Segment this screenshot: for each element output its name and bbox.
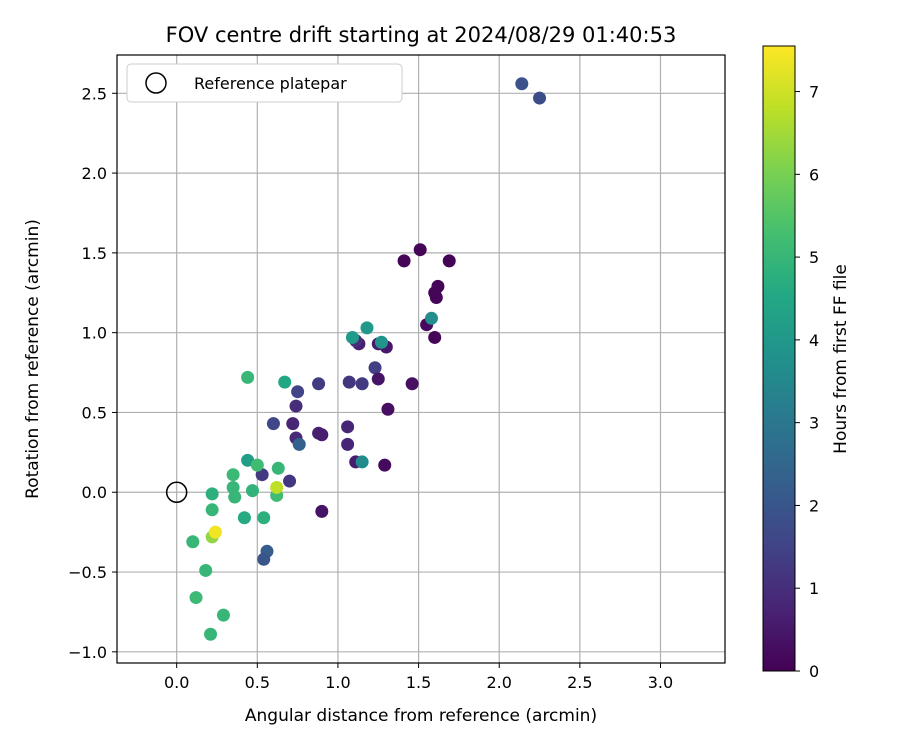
chart-title: FOV centre drift starting at 2024/08/29 …: [166, 23, 677, 47]
legend: Reference platepar: [126, 63, 403, 103]
data-point: [341, 437, 355, 451]
x-tick-label: 1.5: [406, 673, 431, 692]
data-point: [266, 417, 280, 431]
x-tick-label: 3.0: [648, 673, 673, 692]
data-points: [186, 77, 547, 641]
colorbar-tick-label: 2: [809, 496, 819, 515]
data-point: [250, 458, 264, 472]
data-point: [270, 480, 284, 494]
data-point: [216, 608, 230, 622]
data-point: [315, 428, 329, 442]
data-point: [378, 458, 392, 472]
colorbar-tick-label: 0: [809, 662, 819, 681]
data-point: [278, 375, 292, 389]
data-point: [533, 91, 547, 105]
data-point: [245, 484, 259, 498]
data-point: [312, 377, 326, 391]
data-point: [283, 474, 297, 488]
data-point: [237, 511, 251, 525]
colorbar-label: Hours from first FF file: [831, 264, 851, 454]
colorbar: 0 1 2 3 4 5 6 7 Hours from first FF file: [762, 45, 851, 681]
data-point: [289, 399, 303, 413]
y-tick-label: −1.0: [68, 643, 107, 662]
y-tick-label: −0.5: [68, 563, 107, 582]
colorbar-tick-label: 1: [809, 579, 819, 598]
y-tick-label: 2.0: [82, 164, 107, 183]
data-point: [405, 377, 419, 391]
data-point: [186, 535, 200, 549]
data-point: [199, 563, 213, 577]
y-tick-label: 2.5: [82, 84, 107, 103]
data-point: [413, 243, 427, 257]
x-tick-label: 2.5: [567, 673, 592, 692]
data-point: [291, 385, 305, 399]
colorbar-gradient: [762, 45, 796, 672]
x-tick-label: 0.5: [245, 673, 270, 692]
data-point: [374, 335, 388, 349]
y-tick-label: 1.5: [82, 244, 107, 263]
data-point: [292, 437, 306, 451]
data-point: [241, 370, 255, 384]
data-point: [371, 372, 385, 386]
data-point: [429, 291, 443, 305]
data-point: [315, 504, 329, 518]
colorbar-tick-label: 5: [809, 248, 819, 267]
data-point: [428, 330, 442, 344]
data-point: [515, 77, 529, 91]
data-point: [205, 487, 219, 501]
data-point: [342, 375, 356, 389]
x-tick-label: 1.0: [325, 673, 350, 692]
data-point: [397, 254, 411, 268]
reference-platepar-marker: [165, 481, 188, 503]
data-point: [208, 525, 222, 539]
y-tick-label: 0.5: [82, 403, 107, 422]
plot-frame: [116, 54, 726, 664]
data-point: [189, 591, 203, 605]
colorbar-tick-label: 7: [809, 83, 819, 102]
data-point: [341, 420, 355, 434]
data-point: [257, 552, 271, 566]
x-axis-label: Angular distance from reference (arcmin): [245, 706, 597, 726]
y-tick-label: 0.0: [82, 483, 107, 502]
data-point: [257, 511, 271, 525]
colorbar-tick-label: 3: [809, 414, 819, 433]
data-point: [226, 468, 240, 482]
colorbar-tick-label: 6: [809, 165, 819, 184]
legend-entry-reference-platepar: Reference platepar: [194, 74, 347, 93]
data-point: [355, 377, 369, 391]
data-point: [286, 417, 300, 431]
data-point: [424, 311, 438, 325]
colorbar-tick-label: 4: [809, 331, 819, 350]
data-point: [228, 490, 242, 504]
data-point: [205, 503, 219, 517]
legend-box: [126, 63, 403, 103]
data-point: [255, 468, 269, 482]
legend-reference-marker: [145, 72, 167, 94]
x-tick-label: 2.0: [486, 673, 511, 692]
y-axis-label: Rotation from reference (arcmin): [23, 219, 43, 499]
y-tick-label: 1.0: [82, 324, 107, 343]
data-point: [204, 627, 218, 641]
data-point: [381, 402, 395, 416]
data-point: [271, 461, 285, 475]
data-point: [355, 455, 369, 469]
colorbar-ticks: 0 1 2 3 4 5 6 7: [795, 83, 819, 681]
y-axis-ticks: −1.0 −0.5 0.0 0.5 1.0 1.5 2.0 2.5: [68, 84, 117, 662]
data-point: [368, 361, 382, 375]
data-point: [241, 453, 255, 467]
data-point: [226, 480, 240, 494]
data-point: [442, 254, 456, 268]
data-point: [345, 330, 359, 344]
data-point: [360, 321, 374, 335]
x-tick-label: 0.0: [164, 673, 189, 692]
x-axis-ticks: 0.0 0.5 1.0 1.5 2.0 2.5 3.0: [164, 663, 673, 692]
